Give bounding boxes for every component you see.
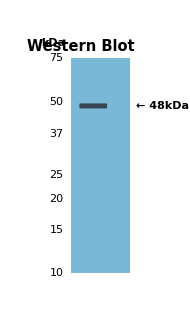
Bar xyxy=(71,58,130,273)
Text: 75: 75 xyxy=(49,53,63,63)
Text: 50: 50 xyxy=(50,97,63,107)
Text: ← 48kDa: ← 48kDa xyxy=(136,101,189,111)
Text: 37: 37 xyxy=(49,129,63,138)
Text: 20: 20 xyxy=(49,194,63,204)
FancyBboxPatch shape xyxy=(79,104,107,108)
Text: 10: 10 xyxy=(50,268,63,277)
Text: Western Blot: Western Blot xyxy=(27,40,134,54)
Text: 25: 25 xyxy=(49,170,63,180)
Text: 15: 15 xyxy=(50,225,63,235)
Text: kDa: kDa xyxy=(41,38,65,48)
